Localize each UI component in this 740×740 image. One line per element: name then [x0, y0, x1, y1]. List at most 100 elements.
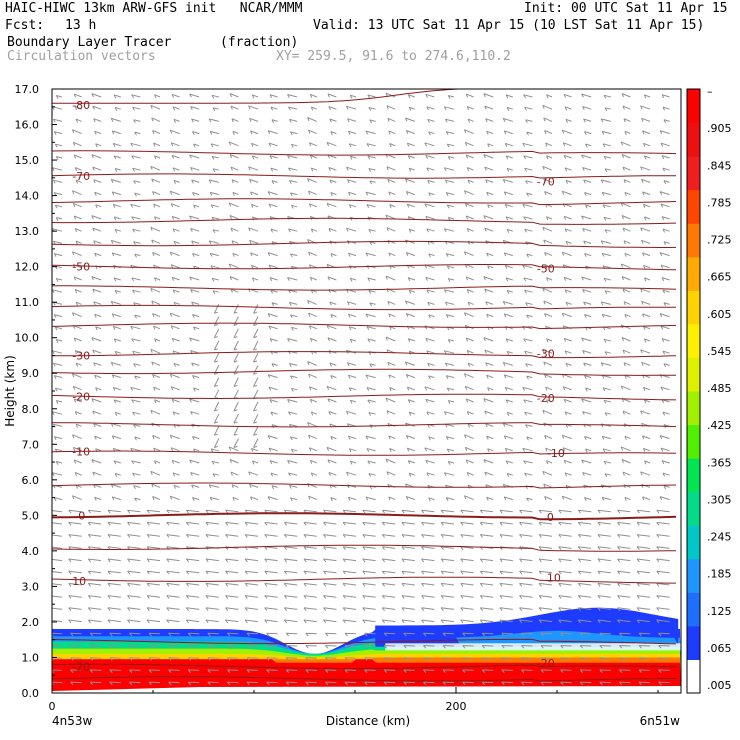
y-tick-label: 14.0 — [15, 190, 40, 203]
vector-arrow — [383, 669, 396, 673]
vector-arrow — [264, 570, 278, 575]
vector-arrow — [129, 657, 141, 661]
vector-arrow — [386, 410, 396, 415]
vector-arrow — [447, 400, 455, 404]
vector-arrow — [465, 398, 474, 403]
vector-arrow — [499, 607, 513, 612]
vector-arrow — [153, 386, 161, 391]
vector-arrow — [526, 253, 533, 258]
vector-arrow — [582, 472, 592, 477]
vector-arrow — [565, 118, 572, 123]
vector-arrow — [111, 496, 121, 501]
vector-arrow — [428, 253, 435, 258]
vector-arrow — [526, 375, 533, 380]
vector-arrow — [250, 252, 259, 257]
vector-arrow — [171, 154, 180, 159]
vector-arrow — [228, 263, 239, 269]
vector-arrow — [423, 669, 435, 673]
vector-arrow — [599, 645, 611, 649]
vector-arrow — [71, 129, 82, 135]
vector-arrow — [52, 595, 63, 598]
vector-arrow — [113, 338, 121, 343]
vector-arrow — [185, 558, 200, 563]
vector-arrow — [486, 374, 494, 379]
vector-arrow — [504, 203, 513, 208]
vector-arrow — [132, 167, 141, 172]
vector-arrow — [643, 155, 651, 160]
vector-arrow — [487, 265, 494, 270]
vector-arrow — [74, 350, 82, 355]
vector-arrow — [444, 179, 455, 184]
vector-arrow — [386, 166, 396, 171]
vector-arrow — [503, 435, 513, 440]
vector-arrow — [521, 657, 533, 661]
vector-arrow — [344, 632, 357, 637]
vector-arrow — [229, 154, 239, 159]
vector-arrow — [521, 632, 533, 637]
vector-arrow — [638, 681, 651, 686]
vector-arrow — [640, 105, 651, 110]
vector-arrow — [620, 202, 631, 208]
vector-arrow — [327, 398, 337, 403]
vector-arrow — [68, 558, 82, 563]
colorbar-label: .665 — [707, 271, 732, 284]
vector-arrow — [426, 411, 435, 416]
vector-arrow — [446, 143, 455, 148]
vector-arrow — [72, 385, 82, 391]
contour-line — [52, 512, 677, 521]
colorbar-swatch — [687, 558, 700, 593]
vector-arrow — [544, 252, 553, 257]
vector-arrow — [660, 325, 670, 330]
vector-arrow — [345, 227, 357, 232]
vector-arrow — [428, 314, 435, 319]
vector-arrow — [499, 558, 513, 563]
vector-arrow — [151, 483, 161, 488]
vector-arrow — [328, 228, 337, 233]
vector-arrow — [405, 313, 415, 318]
vector-arrow — [662, 350, 670, 355]
vector-arrow — [426, 472, 435, 477]
vector-arrow — [73, 459, 82, 464]
vector-arrow — [287, 460, 298, 464]
vector-arrow — [250, 191, 259, 196]
vector-arrow — [253, 377, 259, 387]
vector-arrow — [466, 472, 474, 477]
vector-arrow — [362, 607, 376, 612]
vector-arrow — [604, 412, 611, 417]
vector-arrow — [479, 595, 494, 599]
vector-arrow — [225, 521, 239, 526]
vector-arrow — [407, 460, 415, 465]
contour-line-top — [52, 89, 470, 104]
vector-arrow — [366, 204, 376, 208]
vector-arrow — [638, 645, 651, 649]
vector-arrow — [403, 657, 415, 661]
vector-arrow — [558, 570, 572, 575]
vector-arrow — [463, 434, 474, 440]
vector-arrow — [192, 192, 200, 197]
vector-arrow — [560, 645, 572, 649]
vector-arrow — [636, 607, 651, 612]
vector-arrow — [269, 216, 278, 221]
vector-arrow — [329, 362, 337, 367]
vector-arrow — [114, 289, 121, 294]
vector-arrow — [303, 582, 317, 587]
vector-arrow — [289, 375, 298, 380]
vector-arrow — [564, 411, 572, 416]
vector-arrow — [287, 155, 298, 159]
vector-arrow — [577, 619, 592, 624]
vector-arrow — [485, 301, 494, 306]
vector-arrow — [389, 448, 396, 453]
vector-arrow — [68, 607, 82, 612]
vector-arrow — [487, 387, 494, 392]
xy-range: XY= 259.5, 91.6 to 274.6,110.2 — [276, 49, 511, 64]
vector-arrow — [190, 411, 200, 416]
vector-arrow — [251, 155, 259, 160]
vector-arrow — [620, 141, 631, 147]
vector-arrow — [170, 386, 180, 391]
vector-arrow — [506, 106, 513, 111]
vector-arrow — [110, 178, 121, 183]
vector-arrow — [111, 435, 121, 440]
vector-arrow — [347, 435, 357, 440]
vector-arrow — [127, 558, 141, 563]
vector-arrow — [440, 546, 455, 551]
